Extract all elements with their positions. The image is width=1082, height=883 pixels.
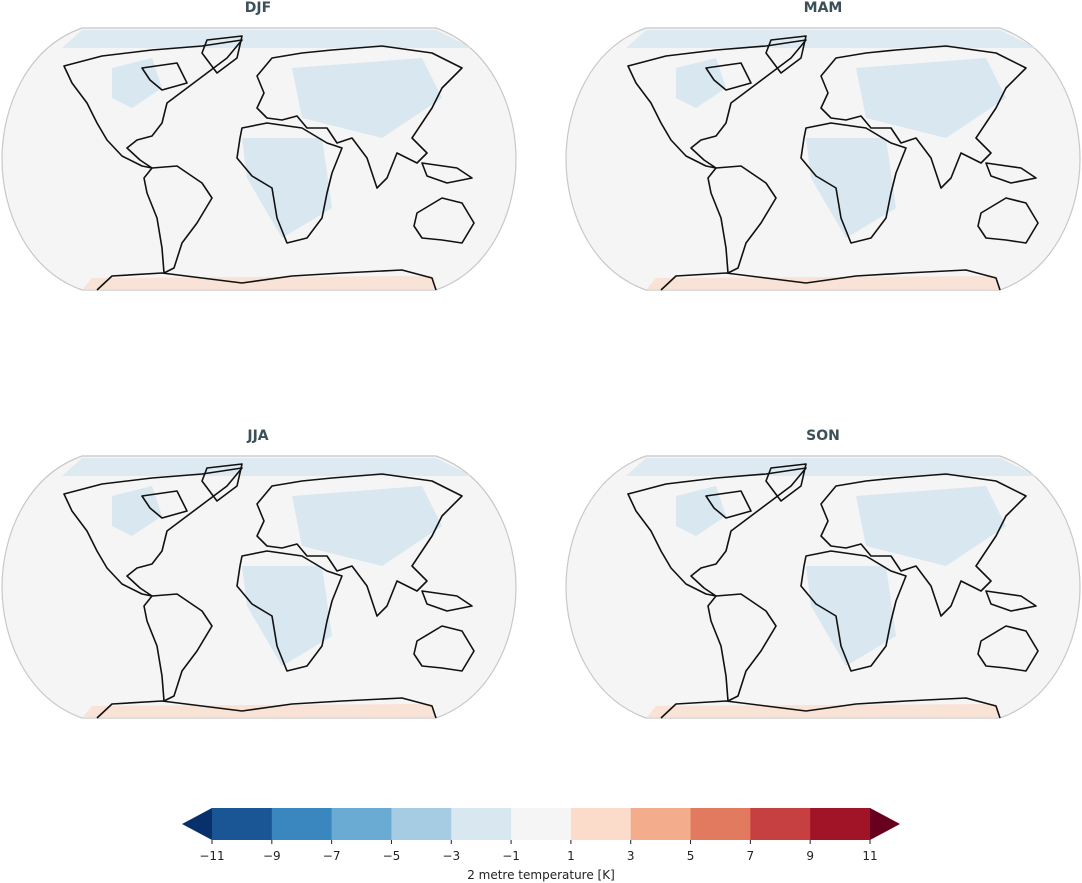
colorbar-segment <box>451 808 512 840</box>
tick-label: 7 <box>747 849 755 863</box>
map-panel: SON <box>565 428 1081 719</box>
tick-label: 11 <box>862 849 877 863</box>
colorbar-segment <box>750 808 811 840</box>
colorbar-segment <box>271 808 333 840</box>
tick-label: −11 <box>199 849 224 863</box>
colorbar-segment <box>511 808 572 840</box>
panel-title: SON <box>806 428 840 444</box>
map <box>565 455 1081 719</box>
panel-title: DJF <box>245 0 271 16</box>
map <box>1 27 517 291</box>
panel-title: JJA <box>246 428 268 444</box>
colorbar-segment <box>570 808 632 840</box>
colorbar: −11 −9 −7 −5 −3 −1 1 3 5 7 9 11 <box>182 808 900 863</box>
colorbar-segment <box>690 808 751 840</box>
colorbar-extend-low <box>182 808 212 840</box>
colorbar-segment <box>391 808 452 840</box>
colorbar-segment <box>212 808 273 840</box>
colorbar-segment <box>331 808 392 840</box>
tick-label: −5 <box>383 849 401 863</box>
tick-label: 5 <box>687 849 695 863</box>
colorbar-extend-high <box>870 808 900 840</box>
map-panel: MAM <box>565 0 1081 291</box>
colorbar-segment <box>810 808 871 840</box>
tick-label: 1 <box>567 849 575 863</box>
tick-label: −9 <box>263 849 281 863</box>
tick-label: −3 <box>442 849 460 863</box>
map <box>565 27 1081 291</box>
map <box>1 455 517 719</box>
map-panel: JJA <box>1 428 517 719</box>
panel-title: MAM <box>804 0 843 16</box>
tick-label: 9 <box>806 849 814 863</box>
tick-label: −1 <box>502 849 520 863</box>
tick-label: −7 <box>323 849 341 863</box>
tick-label: 3 <box>627 849 635 863</box>
map-panel: DJF <box>1 0 517 291</box>
colorbar-segment <box>630 808 692 840</box>
colorbar-label: 2 metre temperature [K] <box>467 868 615 882</box>
